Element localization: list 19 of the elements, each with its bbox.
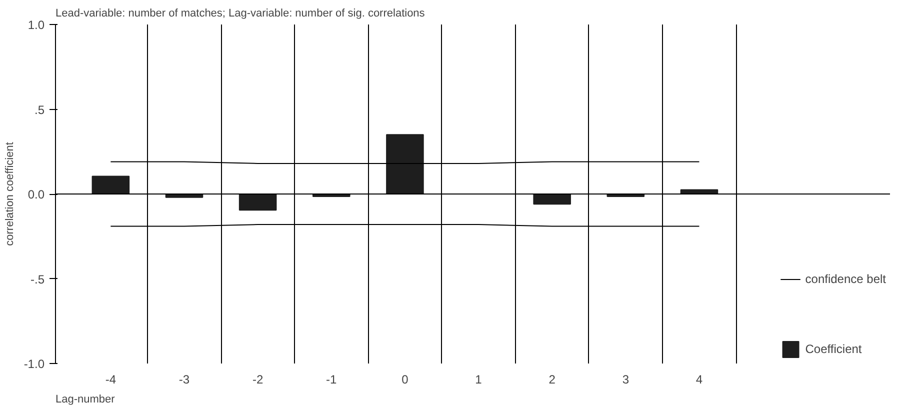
y-tick-label: 0.0 [28, 188, 45, 202]
x-tick-label: 0 [402, 372, 409, 386]
y-axis-title: correlation coefficient [4, 142, 16, 246]
x-tick-label: -4 [105, 372, 116, 386]
y-tick-label: 1.0 [28, 18, 45, 32]
x-tick-label: -2 [252, 372, 264, 386]
x-axis-title: Lag-number [56, 394, 116, 406]
x-tick-label: 1 [475, 372, 482, 386]
x-tick-label: -1 [326, 372, 338, 386]
chart-title: Lead-variable: number of matches; Lag-variable: number of sig. correlations [56, 8, 426, 20]
y-tick-label: -.5 [30, 272, 45, 286]
legend-label: Coefficient [805, 342, 862, 356]
y-tick-label: -1.0 [24, 357, 45, 371]
x-tick-label: -3 [178, 372, 190, 386]
x-tick-label: 4 [696, 372, 703, 386]
y-tick-label: .5 [34, 102, 45, 117]
legend-label: confidence belt [805, 272, 886, 286]
x-tick-label: 2 [548, 372, 556, 386]
x-tick-label: 3 [622, 372, 630, 386]
